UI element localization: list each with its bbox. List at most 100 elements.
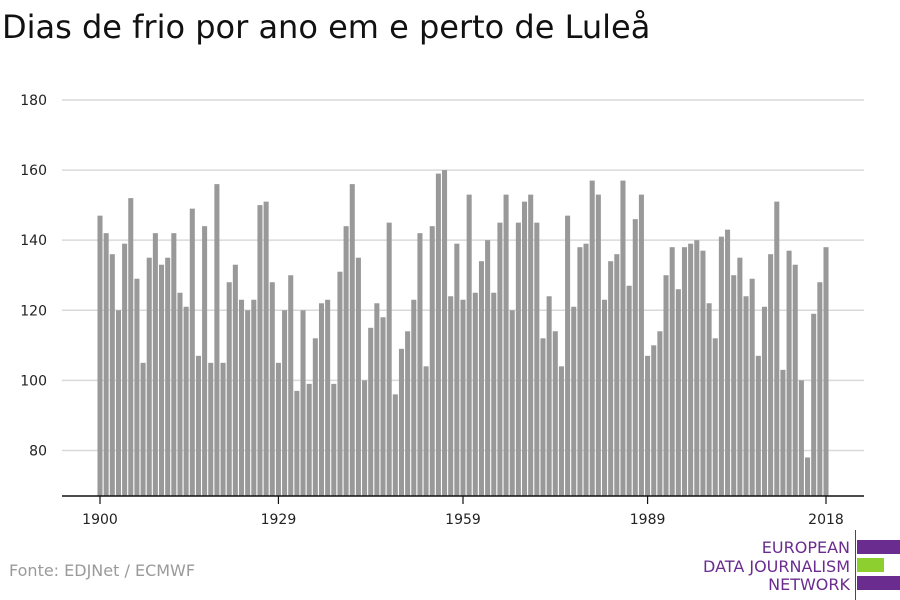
bar [522,201,528,496]
bar [214,184,220,497]
bar [466,194,472,496]
bar [109,254,115,496]
bar [725,229,731,496]
bar [177,292,183,496]
edjnet-logo: EUROPEAN DATA JOURNALISM NETWORK [700,530,900,600]
bar [152,233,158,497]
bar [558,366,564,496]
x-tick-label: 1959 [445,512,481,528]
bar [761,306,767,496]
bar [774,201,780,496]
bar [325,299,331,496]
bar [454,243,460,496]
bar [128,198,134,496]
bar [220,362,226,496]
bar [423,366,429,496]
bar [208,362,214,496]
bar [263,201,269,496]
bar [386,222,392,496]
bar [589,180,595,496]
bar [232,264,238,496]
bar [515,222,521,496]
bar [460,299,466,496]
bar [349,184,355,497]
bar [435,173,441,496]
y-tick-label: 160 [20,163,47,179]
bar [583,243,589,496]
bar [503,194,509,496]
x-tick-label: 1989 [630,512,666,528]
bar [238,299,245,496]
bar [300,310,306,496]
x-tick-label: 1929 [261,512,297,528]
bar [442,170,448,496]
bar [737,257,743,496]
bar [712,338,718,496]
bar [601,299,608,496]
bar [509,310,515,496]
bar [411,299,417,496]
bar [472,292,478,496]
bar [577,247,583,496]
bar [780,369,786,496]
bar [429,226,435,496]
bar [183,306,189,496]
bar [337,271,343,496]
bar [669,247,675,496]
bar [195,355,201,496]
bar [122,243,128,496]
bar [398,348,404,496]
bar [417,233,423,497]
bar [189,208,195,496]
bar [638,194,644,496]
bar [405,331,411,496]
bar [565,215,571,496]
bar [294,390,300,496]
bar [288,275,294,496]
bar [694,240,700,496]
bar [134,278,140,496]
bar [706,303,712,496]
bar [368,327,374,496]
bar [269,282,275,496]
bar [552,331,558,496]
bar [226,282,232,496]
logo-bar-bottom [857,576,900,590]
bar [159,264,165,496]
bar [817,282,823,496]
bar [282,310,288,496]
bar [448,296,454,496]
bar [478,261,484,496]
bar [755,355,761,496]
bar [657,331,663,496]
bar [374,303,380,496]
bar [571,306,577,496]
bar [540,338,546,496]
bar [362,380,368,496]
y-tick-label: 100 [20,373,47,389]
bar [343,226,349,496]
bar [115,310,121,496]
logo-line-2: DATA JOURNALISM [703,557,850,576]
logo-bar-middle [857,558,884,572]
bar [731,275,737,496]
bar [97,215,103,496]
y-tick-label: 120 [20,303,47,319]
bar [331,383,337,496]
bar [257,205,263,496]
bar [355,257,361,496]
bar [528,194,534,496]
bar [165,257,171,496]
x-tick-label: 2018 [808,512,844,528]
bar [171,233,177,497]
source-note: Fonte: EDJNet / ECMWF [9,561,196,580]
bar [146,257,152,496]
bar [620,180,626,496]
bar [245,310,251,496]
bar [103,233,109,497]
bar [681,247,688,496]
y-tick-label: 180 [20,93,47,109]
x-tick-label: 1900 [82,512,118,528]
bar [743,296,749,496]
